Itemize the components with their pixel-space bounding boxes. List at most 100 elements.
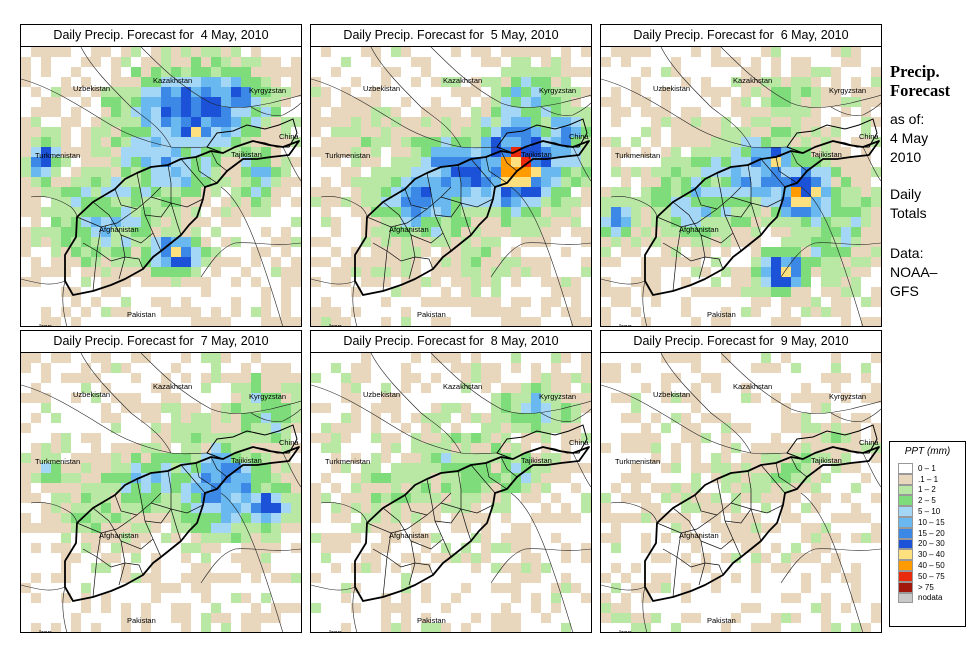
precip-cell [371, 513, 381, 523]
precip-cell [871, 187, 881, 197]
precip-cell [531, 157, 541, 167]
precip-cell [91, 543, 101, 553]
precip-cell [411, 167, 421, 177]
precip-cell [481, 373, 491, 383]
precip-cell [191, 423, 201, 433]
precip-cell [721, 177, 731, 187]
precip-cell [31, 187, 41, 197]
precip-cell [671, 247, 681, 257]
country-border [510, 492, 574, 632]
precip-cell [181, 413, 191, 423]
precip-cell [281, 97, 291, 107]
precip-cell [661, 247, 671, 257]
precip-cell [551, 413, 561, 423]
precip-cell [801, 77, 811, 87]
precip-cell [411, 473, 421, 483]
precip-cell [311, 107, 321, 117]
precip-cell [781, 443, 791, 453]
precip-cell [451, 363, 461, 373]
precip-cell [341, 593, 351, 603]
precip-cell [611, 483, 621, 493]
precip-cell [371, 177, 381, 187]
precip-cell [521, 403, 531, 413]
precip-cell [51, 257, 61, 267]
precip-cell [611, 533, 621, 543]
precip-cell [701, 87, 711, 97]
precip-cell [51, 47, 61, 57]
precip-cell [681, 257, 691, 267]
precip-cell [201, 613, 211, 623]
precip-cell [791, 543, 801, 553]
precip-cell [511, 443, 521, 453]
precip-cell [521, 157, 531, 167]
precip-cell [841, 237, 851, 247]
precip-cell [161, 137, 171, 147]
precip-cell [101, 383, 111, 393]
precip-cell [511, 277, 521, 287]
precip-cell [211, 67, 221, 77]
precip-cell [151, 127, 161, 137]
precip-cell [651, 413, 661, 423]
precip-cell [451, 257, 461, 267]
precip-cell [481, 523, 491, 533]
precip-cell [231, 107, 241, 117]
precip-cell [781, 277, 791, 287]
precip-cell [691, 157, 701, 167]
province-boundary [485, 462, 508, 490]
precip-cell [201, 117, 211, 127]
precip-cell [741, 87, 751, 97]
country-labels: UzbekistanKazakhstanKyrgyzstanTurkmenist… [325, 76, 589, 326]
precip-cell [181, 297, 191, 307]
precip-cell [271, 613, 281, 623]
precip-cell [711, 383, 721, 393]
precip-cell [181, 423, 191, 433]
precip-cell [451, 137, 461, 147]
precip-cell [551, 463, 561, 473]
country-border [540, 408, 591, 422]
precip-cell [541, 57, 551, 67]
asof-block: as of: 4 May 2010 [890, 110, 972, 167]
precip-cell [171, 613, 181, 623]
precip-cell [841, 167, 851, 177]
precip-cell [441, 443, 451, 453]
precip-cell [191, 493, 201, 503]
precip-cell [551, 353, 561, 363]
precip-cell [401, 47, 411, 57]
precip-cell [491, 393, 501, 403]
province-boundary [114, 188, 138, 210]
precip-cell [721, 317, 731, 326]
precip-cell [741, 127, 751, 137]
precip-cell [571, 227, 581, 237]
precip-cell [491, 503, 501, 513]
precip-cell [371, 227, 381, 237]
precip-cell [181, 503, 191, 513]
precip-cell [321, 403, 331, 413]
country-label-afghanistan: Afghanistan [99, 225, 139, 234]
precip-cell [501, 583, 511, 593]
precip-cell [271, 543, 281, 553]
precip-cell [761, 97, 771, 107]
precip-cell [111, 443, 121, 453]
precip-cell [281, 483, 291, 493]
precip-cell [551, 167, 561, 177]
precip-cell [271, 453, 281, 463]
precip-cell [781, 247, 791, 257]
precip-cell [751, 277, 761, 287]
precip-cell [441, 207, 451, 217]
precip-cell [321, 197, 331, 207]
precip-cell [741, 157, 751, 167]
precip-cell [91, 197, 101, 207]
precip-cell [91, 533, 101, 543]
precip-cell [211, 207, 221, 217]
precip-cell [771, 247, 781, 257]
country-label-tajikistan: Tajikistan [231, 150, 262, 159]
precip-cell [281, 247, 291, 257]
precip-cell [311, 237, 321, 247]
legend-row: 0 – 1 [890, 463, 965, 474]
precip-cell [581, 593, 591, 603]
country-labels: UzbekistanKazakhstanKyrgyzstanTurkmenist… [615, 382, 879, 632]
precip-cell [311, 277, 321, 287]
precip-cell [341, 147, 351, 157]
precip-cell [241, 403, 251, 413]
precip-cell [261, 513, 271, 523]
